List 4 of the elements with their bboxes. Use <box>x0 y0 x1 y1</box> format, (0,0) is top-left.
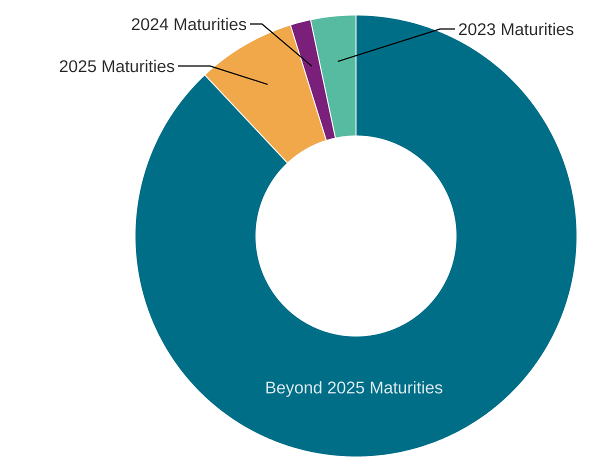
slice-label: 2023 Maturities <box>459 23 574 36</box>
slice-label: Beyond 2025 Maturities <box>266 381 442 398</box>
slice-label: 2024 Maturities <box>132 18 246 30</box>
slice-label: 2025 Maturities <box>60 60 174 72</box>
